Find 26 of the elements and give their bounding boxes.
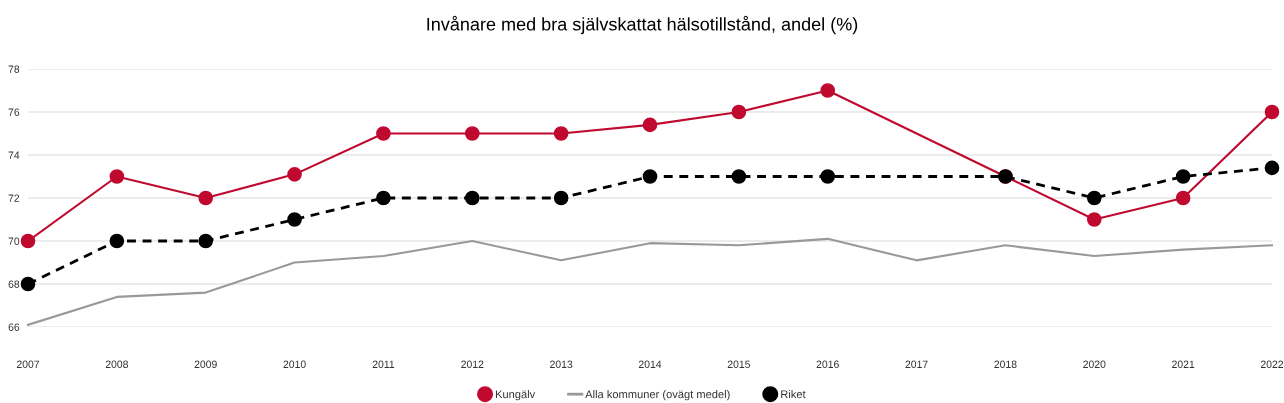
y-tick-label: 68 [8,280,20,288]
x-tick-label: 2022 [1260,360,1284,368]
y-tick-label: 78 [8,65,20,73]
legend-label: Kungälv [495,390,536,401]
x-tick-label: 2014 [638,360,662,368]
x-tick-label: 2011 [372,360,395,368]
legend-label: Riket [781,390,806,399]
x-tick-label: 2009 [194,360,217,368]
x-tick-label: 2012 [461,360,484,368]
x-tick-label: 2016 [816,360,839,368]
y-tick-label: 66 [8,323,20,331]
y-tick-label: 74 [8,151,20,159]
x-tick-label: 2015 [727,360,751,368]
y-tick-label: 76 [8,108,20,116]
x-tick-label: 2021 [1172,360,1195,368]
x-tick-label: 2018 [994,360,1017,368]
chart-title: Invånare med bra självskattat hälsotillstånd, andel (%) [427,15,858,35]
x-tick-label: 2017 [905,360,928,368]
x-tick-label: 2013 [550,360,573,368]
x-tick-label: 2020 [1083,360,1106,368]
x-tick-label: 2010 [283,360,306,368]
y-tick-label: 70 [8,237,20,245]
legend-label: Alla kommuner (ovägt medel) [585,390,730,401]
y-tick-label: 72 [8,194,20,202]
x-tick-label: 2008 [105,360,128,368]
x-tick-label: 2007 [16,360,40,368]
